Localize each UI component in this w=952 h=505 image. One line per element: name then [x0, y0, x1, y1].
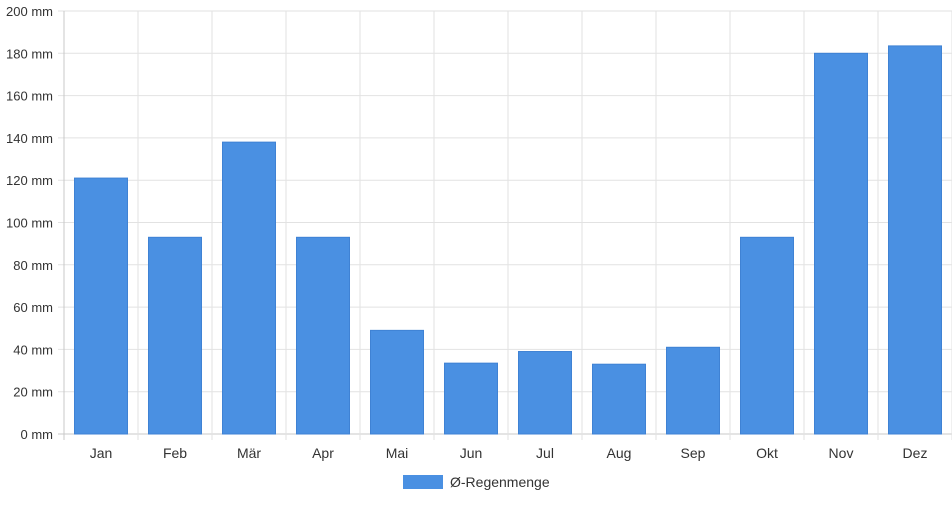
x-tick-label: Jun	[460, 445, 483, 461]
legend-label: Ø-Regenmenge	[450, 474, 550, 490]
y-tick-label: 100 mm	[6, 216, 53, 231]
y-tick-label: 80 mm	[13, 258, 53, 273]
x-tick-label: Feb	[163, 445, 187, 461]
x-tick-label: Mär	[237, 445, 261, 461]
y-tick-label: 40 mm	[13, 342, 53, 357]
bar-mär[interactable]	[222, 141, 276, 435]
x-tick-label: Aug	[607, 445, 632, 461]
bar-nov[interactable]	[814, 52, 868, 435]
y-tick-label: 140 mm	[6, 131, 53, 146]
bar-feb[interactable]	[148, 236, 202, 435]
x-tick-label: Okt	[756, 445, 778, 461]
bar-okt[interactable]	[740, 236, 794, 435]
legend-swatch	[403, 475, 443, 489]
bar-jan[interactable]	[74, 177, 128, 435]
y-tick-label: 160 mm	[6, 89, 53, 104]
y-tick-labels: 0 mm 20 mm 40 mm 60 mm 80 mm 100 mm 120 mm 140 …	[6, 4, 53, 442]
bar-sep[interactable]	[666, 346, 720, 435]
y-tick-label: 60 mm	[13, 300, 53, 315]
bar-jun[interactable]	[444, 362, 498, 435]
x-tick-label: Jul	[536, 445, 554, 461]
bar-apr[interactable]	[296, 236, 350, 435]
y-tick-label: 120 mm	[6, 173, 53, 188]
x-tick-labels: Jan Feb Mär Apr Mai Jun Jul Aug Sep Okt Nov Dez	[90, 445, 928, 461]
bars	[74, 45, 942, 435]
x-tick-label: Mai	[386, 445, 409, 461]
y-tick-label: 200 mm	[6, 4, 53, 19]
bar-jul[interactable]	[518, 351, 572, 435]
bar-mai[interactable]	[370, 329, 424, 435]
legend[interactable]: Ø-Regenmenge	[403, 474, 550, 490]
bar-dez[interactable]	[888, 45, 942, 435]
x-tick-label: Dez	[903, 445, 928, 461]
x-tick-label: Jan	[90, 445, 113, 461]
bar-aug[interactable]	[592, 363, 646, 435]
y-tick-label: 180 mm	[6, 46, 53, 61]
y-tick-label: 0 mm	[21, 427, 54, 442]
x-tick-label: Sep	[681, 445, 706, 461]
x-tick-label: Nov	[829, 445, 854, 461]
y-tick-label: 20 mm	[13, 385, 53, 400]
x-tick-label: Apr	[312, 445, 334, 461]
grid-lines	[58, 10, 952, 440]
